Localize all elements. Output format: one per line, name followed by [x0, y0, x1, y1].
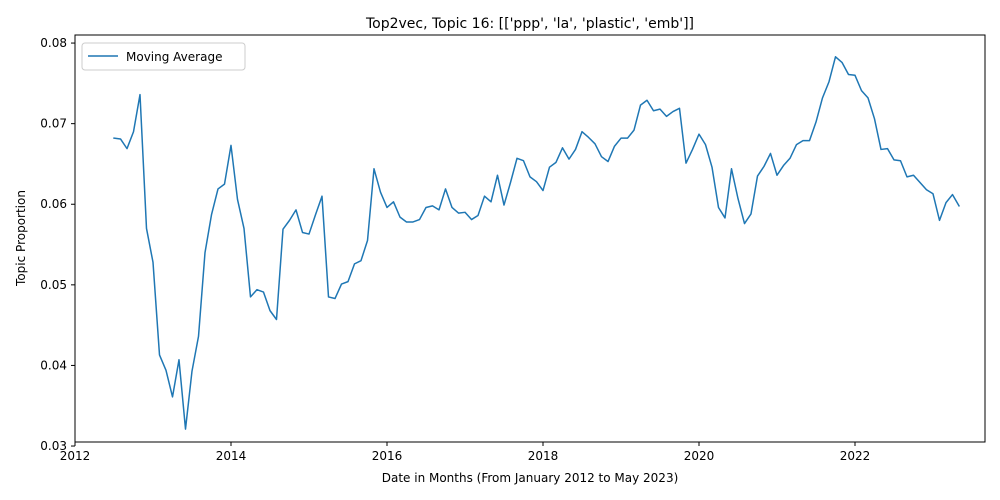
x-tick-label: 2020 — [684, 449, 715, 463]
x-axis: 2012 2014 2016 2018 2020 2022 — [60, 442, 871, 463]
chart-title: Top2vec, Topic 16: [['ppp', 'la', 'plast… — [365, 16, 694, 32]
x-tick-label: 2016 — [372, 449, 403, 463]
y-tick-label: 0.06 — [40, 197, 67, 211]
x-tick-label: 2018 — [528, 449, 559, 463]
y-tick-label: 0.04 — [40, 358, 67, 372]
series-line-0 — [113, 56, 961, 430]
plot-area — [113, 56, 961, 430]
y-tick-label: 0.07 — [40, 117, 67, 131]
legend-box — [81, 42, 246, 71]
y-tick-label: 0.03 — [40, 439, 67, 453]
legend-label: Moving Average — [126, 50, 222, 64]
x-axis-title: Date in Months (From January 2012 to May… — [382, 471, 679, 485]
x-tick-label: 2022 — [840, 449, 871, 463]
y-axis-title: Topic Proportion — [14, 190, 28, 287]
legend: Moving Average — [81, 42, 246, 71]
y-tick-label: 0.05 — [40, 278, 67, 292]
axes-frame — [74, 34, 986, 443]
x-tick-label: 2012 — [60, 449, 91, 463]
y-axis: 0.03 0.04 0.05 0.06 0.07 0.08 — [40, 36, 75, 453]
x-tick-label: 2014 — [216, 449, 247, 463]
y-tick-label: 0.08 — [40, 36, 67, 50]
